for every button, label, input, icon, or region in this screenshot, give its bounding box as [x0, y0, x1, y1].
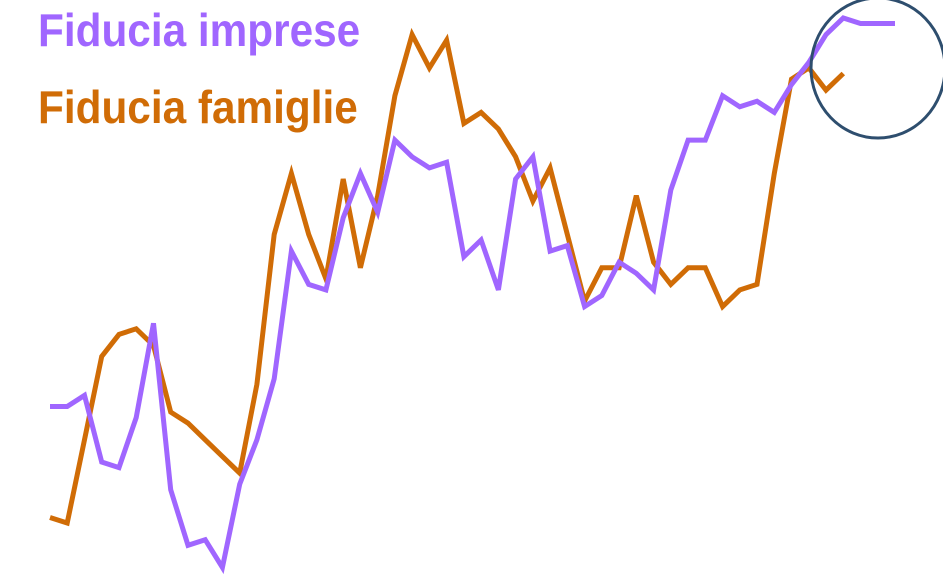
series-line-famiglie: [49, 27, 846, 527]
highlight-ellipse: [809, 0, 943, 140]
legend-entry-famiglie: Fiducia famiglie: [38, 81, 358, 133]
series-line-imprese: [50, 15, 895, 575]
legend-entry-imprese: Fiducia imprese: [38, 4, 361, 56]
